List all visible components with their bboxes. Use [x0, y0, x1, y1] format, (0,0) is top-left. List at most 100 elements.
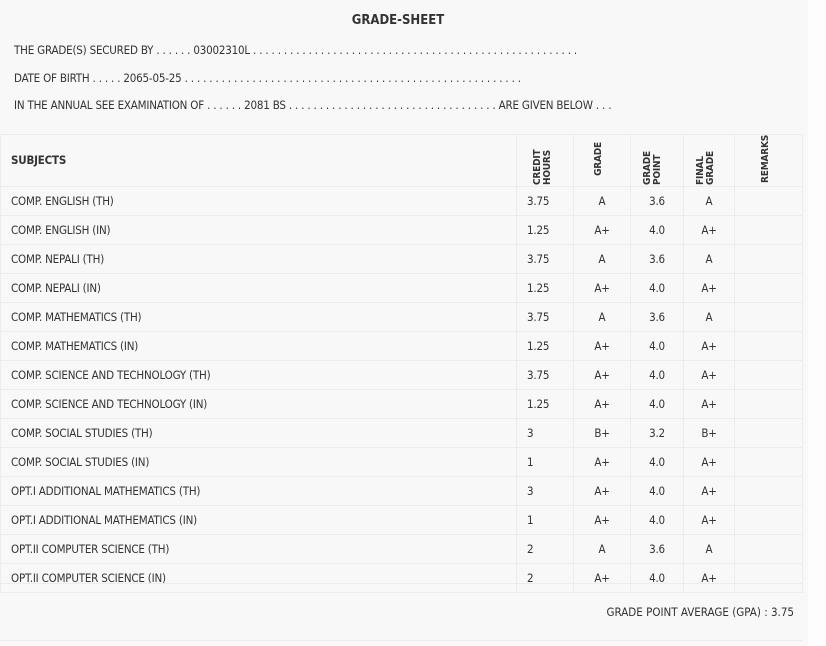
credit-cell: 2: [516, 562, 574, 593]
remarks-cell: [734, 504, 803, 535]
point-cell: 4.0: [630, 214, 684, 245]
point-cell: 4.0: [630, 388, 684, 419]
remarks-cell: [734, 533, 803, 564]
credit-cell: 3.75: [516, 301, 574, 332]
point-cell: 4.0: [630, 475, 684, 506]
subject-cell: OPT.I ADDITIONAL MATHEMATICS (TH): [0, 475, 517, 506]
remarks-cell: [734, 272, 803, 303]
header-grade-point: GRADE POINT: [642, 150, 663, 185]
table-row: COMP. MATHEMATICS (IN) 1.25 A+ 4.0 A+: [0, 330, 803, 361]
grade-cell: A: [573, 301, 631, 332]
table-row: COMP. SOCIAL STUDIES (TH) 3 B+ 3.2 B+: [0, 417, 803, 448]
point-cell: 3.6: [630, 301, 684, 332]
point-cell: 3.2: [630, 417, 684, 448]
subject-cell: COMP. SOCIAL STUDIES (TH): [0, 417, 517, 448]
header-final-grade: FINAL GRADE: [695, 150, 716, 185]
final-cell: A+: [683, 214, 735, 245]
subject-cell: COMP. NEPALI (IN): [0, 272, 517, 303]
credit-cell: 3.75: [516, 243, 574, 274]
grade-cell: A: [573, 243, 631, 274]
dob-line: DATE OF BIRTH . . . . . 2065-05-25 . . .…: [14, 71, 521, 85]
table-row: OPT.II COMPUTER SCIENCE (TH) 2 A 3.6 A: [0, 533, 803, 564]
secured-by-line: THE GRADE(S) SECURED BY . . . . . . 0300…: [14, 43, 577, 57]
grade-cell: A+: [573, 475, 631, 506]
credit-cell: 1.25: [516, 388, 574, 419]
subject-cell: COMP. SCIENCE AND TECHNOLOGY (IN): [0, 388, 517, 419]
final-cell: A+: [683, 446, 735, 477]
grade-cell: A+: [573, 359, 631, 390]
exam-line: IN THE ANNUAL SEE EXAMINATION OF . . . .…: [14, 98, 612, 112]
remarks-cell: [734, 330, 803, 361]
credit-cell: 1: [516, 446, 574, 477]
point-cell: 4.0: [630, 562, 684, 593]
grade-cell: A: [573, 533, 631, 564]
grade-cell: B+: [573, 417, 631, 448]
grade-cell: A+: [573, 272, 631, 303]
table-row: COMP. SOCIAL STUDIES (IN) 1 A+ 4.0 A+: [0, 446, 803, 477]
subject-cell: COMP. NEPALI (TH): [0, 243, 517, 274]
final-cell: A+: [683, 272, 735, 303]
subject-cell: OPT.I ADDITIONAL MATHEMATICS (IN): [0, 504, 517, 535]
point-cell: 3.6: [630, 533, 684, 564]
point-cell: 4.0: [630, 330, 684, 361]
subject-cell: COMP. ENGLISH (TH): [0, 185, 517, 216]
credit-cell: 3: [516, 475, 574, 506]
grade-cell: A+: [573, 330, 631, 361]
final-cell: A+: [683, 359, 735, 390]
credit-cell: 1: [516, 504, 574, 535]
credit-cell: 1.25: [516, 272, 574, 303]
credit-cell: 1.25: [516, 214, 574, 245]
final-cell: A+: [683, 330, 735, 361]
remarks-cell: [734, 185, 803, 216]
final-cell: A: [683, 301, 735, 332]
page-title: GRADE-SHEET: [351, 13, 445, 28]
remarks-cell: [734, 359, 803, 390]
header-remarks: REMARKS: [760, 135, 771, 183]
point-cell: 4.0: [630, 446, 684, 477]
final-cell: A+: [683, 388, 735, 419]
remarks-cell: [734, 475, 803, 506]
point-cell: 4.0: [630, 504, 684, 535]
subject-cell: OPT.II COMPUTER SCIENCE (TH): [0, 533, 517, 564]
point-cell: 4.0: [630, 272, 684, 303]
subject-cell: OPT.II COMPUTER SCIENCE (IN): [0, 562, 517, 593]
final-cell: A+: [683, 504, 735, 535]
credit-cell: 3: [516, 417, 574, 448]
subject-cell: COMP. MATHEMATICS (TH): [0, 301, 517, 332]
credit-cell: 1.25: [516, 330, 574, 361]
table-row: OPT.II COMPUTER SCIENCE (IN) 2 A+ 4.0 A+: [0, 562, 803, 593]
remarks-cell: [734, 562, 803, 593]
final-cell: A: [683, 243, 735, 274]
credit-cell: 3.75: [516, 359, 574, 390]
credit-cell: 3.75: [516, 185, 574, 216]
table-row: COMP. SCIENCE AND TECHNOLOGY (IN) 1.25 A+ 4…: [0, 388, 803, 419]
credit-cell: 2: [516, 533, 574, 564]
subject-cell: COMP. SOCIAL STUDIES (IN): [0, 446, 517, 477]
header-credit-hours: CREDIT HOURS: [532, 149, 553, 185]
table-row: OPT.I ADDITIONAL MATHEMATICS (TH) 3 A+ 4.0 A…: [0, 475, 803, 506]
grade-cell: A+: [573, 504, 631, 535]
table-header-row: SUBJECTS CREDIT HOURS GRADE GRADE POINT …: [0, 134, 803, 187]
final-cell: A+: [683, 475, 735, 506]
remarks-cell: [734, 417, 803, 448]
grade-cell: A+: [573, 214, 631, 245]
grade-cell: A: [573, 185, 631, 216]
final-cell: A+: [683, 562, 735, 593]
final-cell: A: [683, 185, 735, 216]
remarks-cell: [734, 446, 803, 477]
table-row: COMP. ENGLISH (TH) 3.75 A 3.6 A: [0, 185, 803, 216]
table-row: COMP. NEPALI (IN) 1.25 A+ 4.0 A+: [0, 272, 803, 303]
table-row: COMP. ENGLISH (IN) 1.25 A+ 4.0 A+: [0, 214, 803, 245]
grade-table: SUBJECTS CREDIT HOURS GRADE GRADE POINT …: [0, 134, 803, 593]
gpa-row: [0, 583, 802, 641]
subject-cell: COMP. ENGLISH (IN): [0, 214, 517, 245]
grade-cell: A+: [573, 388, 631, 419]
grade-cell: A+: [573, 446, 631, 477]
remarks-cell: [734, 214, 803, 245]
header-grade: GRADE: [593, 142, 604, 176]
final-cell: B+: [683, 417, 735, 448]
remarks-cell: [734, 301, 803, 332]
subject-cell: COMP. MATHEMATICS (IN): [0, 330, 517, 361]
table-row: OPT.I ADDITIONAL MATHEMATICS (IN) 1 A+ 4.0 A…: [0, 504, 803, 535]
final-cell: A: [683, 533, 735, 564]
